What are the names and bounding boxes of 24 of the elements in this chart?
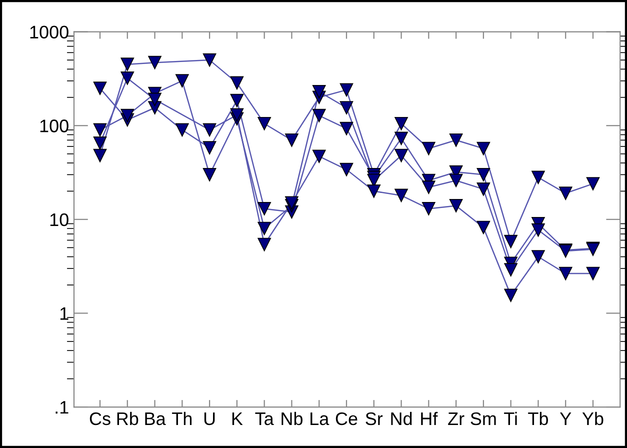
x-tick-label: Sr — [366, 412, 383, 426]
x-tick-label: Cs — [90, 412, 110, 426]
x-tick-label: Zr — [448, 412, 464, 425]
y-tick-label: .1 — [56, 401, 68, 414]
y-tick-label: 100 — [40, 120, 68, 132]
x-tick-label: K — [232, 412, 243, 425]
x-tick-label: Sm — [470, 412, 496, 426]
x-tick-label: Ti — [504, 412, 517, 425]
x-tick-label: Y — [560, 412, 572, 425]
y-tick-label: 1 — [60, 307, 68, 320]
x-tick-label: Th — [172, 412, 192, 425]
x-tick-label: Ba — [145, 412, 166, 426]
x-tick-label: Yb — [582, 412, 604, 426]
y-tick-label: 1000 — [30, 26, 68, 39]
x-tick-label: Rb — [117, 412, 138, 426]
y-tick-label: 10 — [50, 213, 68, 226]
x-tick-label: Nb — [282, 412, 303, 426]
x-tick-label: Tb — [528, 412, 548, 426]
x-tick-label: U — [204, 412, 215, 426]
x-tick-label: Ta — [255, 412, 274, 426]
x-tick-label: Hf — [421, 412, 438, 425]
x-tick-label: Nd — [391, 412, 412, 426]
x-tick-label: Ce — [336, 412, 358, 426]
x-tick-label: La — [310, 412, 330, 426]
